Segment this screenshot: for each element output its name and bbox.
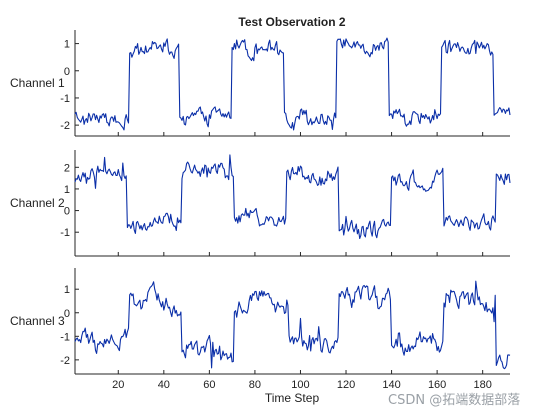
series-line-1 <box>74 37 511 131</box>
panel-1: 1 0 -1 -2 Channel 1 <box>10 30 511 137</box>
y-tick-label: 1 <box>64 184 70 196</box>
x-tick-label: 100 <box>291 379 309 391</box>
x-axis-label: Time Step <box>265 391 320 405</box>
y-tick-label: -1 <box>60 93 70 105</box>
y-tick-label: -1 <box>60 227 70 239</box>
x-tick-label: 160 <box>428 379 446 391</box>
watermark-text: CSDN @拓端数据部落 <box>388 393 520 408</box>
chart-title: Test Observation 2 <box>238 15 345 29</box>
y-tick-label: 1 <box>64 284 70 296</box>
y-tick-label: 0 <box>64 308 70 320</box>
series-line-3 <box>74 280 511 370</box>
y-tick-label: 1 <box>64 39 70 51</box>
x-tick-label: 180 <box>473 379 491 391</box>
channel-label: Channel 2 <box>10 196 65 210</box>
y-tick-label: -2 <box>60 120 70 132</box>
y-tick-label: 0 <box>64 66 70 78</box>
x-tick-label: 80 <box>249 379 261 391</box>
x-tick-label: 140 <box>382 379 400 391</box>
x-tick-label: 60 <box>203 379 215 391</box>
panel-2: 2 1 0 -1 Channel 2 <box>10 150 511 257</box>
y-tick-label: -1 <box>60 331 70 343</box>
channel-label: Channel 1 <box>10 76 65 90</box>
x-tick-label: 20 <box>112 379 124 391</box>
panel-3: 1 0 -1 -2 Channel 3 <box>10 268 511 375</box>
x-tick-label: 120 <box>337 379 355 391</box>
y-tick-label: 0 <box>64 206 70 218</box>
channel-label: Channel 3 <box>10 314 65 328</box>
y-tick-label: 2 <box>64 162 70 174</box>
y-tick-label: -2 <box>60 355 70 367</box>
x-tick-label: 40 <box>158 379 170 391</box>
series-line-2 <box>74 154 511 240</box>
